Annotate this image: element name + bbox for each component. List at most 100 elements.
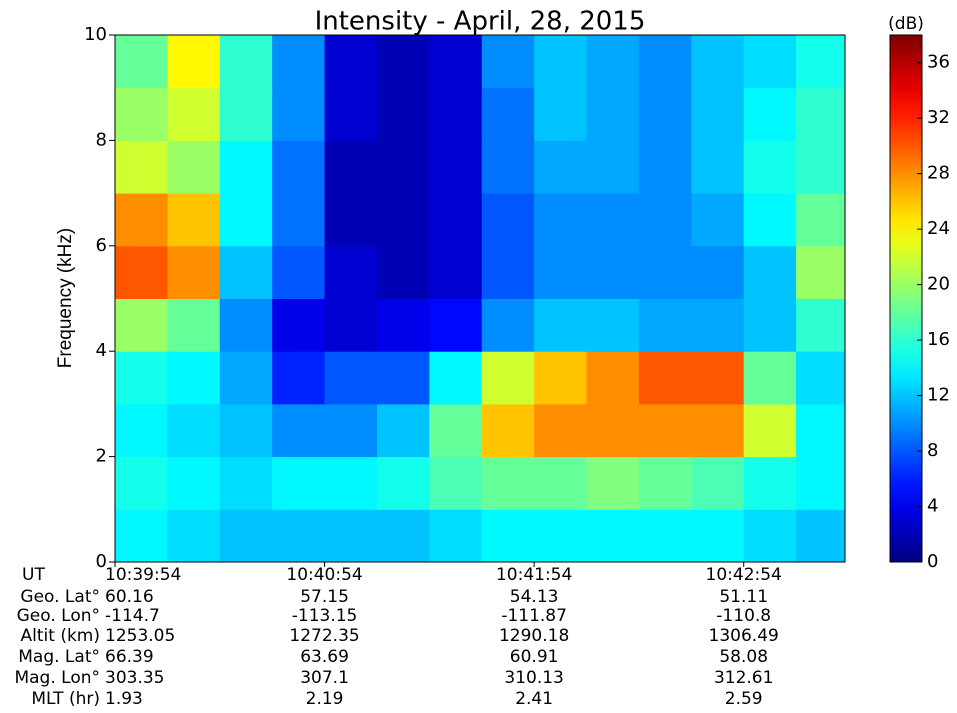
heatmap-cell (691, 245, 745, 299)
heatmap-cell (219, 456, 273, 510)
heatmap-cell (691, 403, 745, 458)
time-label: UT (22, 565, 45, 585)
heatmap-cell (796, 245, 846, 299)
ephemeris-value: 57.15 (300, 587, 349, 607)
heatmap-cell (638, 140, 692, 194)
heatmap-cell (167, 509, 221, 563)
ephemeris-value: -113.15 (292, 606, 358, 626)
heatmap-cell (115, 87, 168, 141)
ephemeris-value: 51.11 (719, 587, 768, 607)
heatmap-cell (481, 193, 535, 247)
heatmap-cell (115, 351, 168, 405)
heatmap-cell (743, 509, 797, 563)
heatmap-cell (743, 35, 797, 89)
heatmap-cell (691, 456, 745, 510)
heatmap-cell (272, 298, 326, 352)
ephemeris-value: 1272.35 (289, 626, 359, 646)
x-tick-label: 10:42:54 (706, 565, 782, 585)
ephemeris-value: 2.41 (515, 689, 553, 709)
ephemeris-value: 60.91 (510, 647, 559, 667)
heatmap-cell (534, 403, 588, 458)
y-tick-label: 6 (96, 235, 107, 256)
y-tick-label: 2 (96, 446, 107, 467)
colorbar-tick-label: 36 (927, 52, 950, 73)
heatmap-cell (481, 140, 535, 194)
ephemeris-value: -110.8 (716, 606, 771, 626)
heatmap-cell (429, 193, 483, 247)
heatmap-cell (796, 509, 846, 563)
heatmap-cell (586, 140, 640, 194)
heatmap-cell (743, 456, 797, 510)
heatmap-cell (534, 140, 588, 194)
heatmap-cell (638, 35, 692, 89)
heatmap-cell (481, 245, 535, 299)
y-tick-label: 8 (96, 129, 107, 150)
heatmap-cell (638, 351, 692, 405)
heatmap-cell (219, 351, 273, 405)
ephemeris-label: Mag. Lat° (18, 647, 100, 667)
heatmap-cell (691, 35, 745, 89)
heatmap-cell (219, 509, 273, 563)
ephemeris-value: 2.59 (725, 689, 763, 709)
ephemeris-value: 60.16 (105, 587, 154, 607)
heatmap-cell (481, 351, 535, 405)
heatmap-cell (586, 456, 640, 510)
heatmap-cell (376, 298, 430, 352)
heatmap-cell (167, 140, 221, 194)
ephemeris-value: 2.19 (306, 689, 344, 709)
heatmap-cell (219, 140, 273, 194)
ephemeris-label: MLT (hr) (31, 689, 100, 709)
heatmap-cell (115, 509, 168, 563)
chart-title: Intensity - April, 28, 2015 (315, 7, 646, 37)
x-tick-label: 10:41:54 (496, 565, 572, 585)
heatmap-cell (115, 193, 168, 247)
heatmap-cell (115, 245, 168, 299)
heatmap-cell (429, 351, 483, 405)
heatmap-cell (796, 140, 846, 194)
heatmap-cell (429, 456, 483, 510)
heatmap-cell (638, 193, 692, 247)
y-tick-label: 10 (84, 24, 107, 45)
heatmap-cell (272, 193, 326, 247)
heatmap-cell (324, 193, 378, 247)
colorbar-tick-label: 20 (927, 274, 950, 295)
heatmap-cell (534, 456, 588, 510)
heatmap-cell (115, 456, 168, 510)
heatmap-cell (429, 87, 483, 141)
heatmap-cell (324, 298, 378, 352)
heatmap-cell (115, 35, 168, 89)
heatmap-cell (534, 509, 588, 563)
heatmap-cell (743, 87, 797, 141)
heatmap-cell (219, 193, 273, 247)
heatmap-cell (429, 35, 483, 89)
heatmap-cell (115, 140, 168, 194)
heatmap-cell (691, 509, 745, 563)
ephemeris-value: 1290.18 (499, 626, 569, 646)
heatmap-cell (324, 35, 378, 89)
heatmap-cell (324, 509, 378, 563)
y-tick-label: 4 (96, 340, 107, 361)
heatmap-cell (481, 509, 535, 563)
colorbar-tick-label: 0 (927, 551, 938, 572)
heatmap-cell (743, 193, 797, 247)
heatmap-cell (115, 298, 168, 352)
heatmap-cell (586, 351, 640, 405)
heatmap-cell (691, 140, 745, 194)
ephemeris-value: 310.13 (504, 668, 563, 688)
heatmap-cell (219, 403, 273, 458)
heatmap-cell (796, 35, 846, 89)
heatmap-cell (586, 87, 640, 141)
heatmap-cell (481, 87, 535, 141)
heatmap-cell (638, 509, 692, 563)
heatmap-cell (324, 140, 378, 194)
ephemeris-label: Altit (km) (21, 626, 100, 646)
colorbar-tick-label: 24 (927, 218, 950, 239)
heatmap-cell (534, 351, 588, 405)
heatmap-cell (796, 456, 846, 510)
heatmap-cell (743, 140, 797, 194)
x-tick-label: 10:39:54 (105, 565, 181, 585)
heatmap-cell (429, 298, 483, 352)
colorbar-tick-label: 16 (927, 329, 950, 350)
heatmap-cell (796, 87, 846, 141)
